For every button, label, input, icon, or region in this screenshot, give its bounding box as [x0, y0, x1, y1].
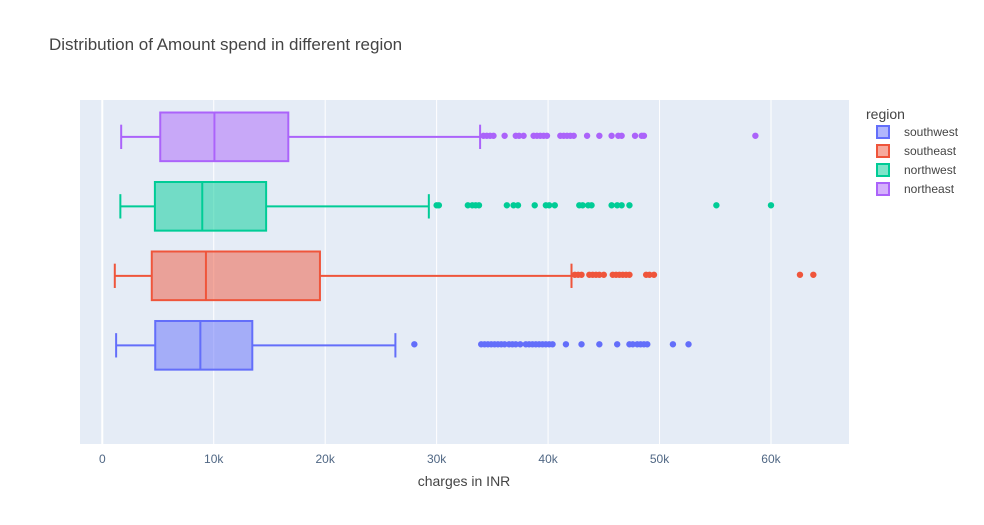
legend-item-northwest[interactable]: northwest: [876, 163, 957, 177]
x-tick-label: 60k: [761, 452, 781, 466]
outlier-point[interactable]: [435, 202, 443, 209]
outlier-point[interactable]: [767, 202, 775, 209]
outlier-point[interactable]: [626, 202, 633, 209]
outlier-point[interactable]: [640, 132, 648, 139]
legend-label: southeast: [904, 144, 957, 158]
x-axis-title: charges in INR: [418, 473, 511, 489]
outlier-point[interactable]: [543, 132, 551, 139]
x-tick-label: 20k: [316, 452, 336, 466]
outlier-point[interactable]: [579, 202, 586, 209]
outlier-point[interactable]: [562, 341, 570, 348]
outlier-point[interactable]: [631, 132, 639, 139]
outlier-point[interactable]: [618, 132, 625, 139]
x-axis-ticks: 0 10k 20k 30k 40k 50k 60k: [99, 452, 782, 466]
outlier-point[interactable]: [596, 271, 603, 278]
outlier-point[interactable]: [650, 271, 658, 278]
outlier-point[interactable]: [626, 271, 633, 278]
outlier-point[interactable]: [608, 132, 615, 139]
box-southeast[interactable]: [113, 250, 817, 302]
outlier-point[interactable]: [520, 132, 527, 139]
outlier-point[interactable]: [510, 202, 517, 209]
legend-item-southeast[interactable]: southeast: [876, 144, 957, 158]
outlier-point[interactable]: [475, 202, 483, 209]
legend-swatch: [876, 163, 890, 177]
outlier-point[interactable]: [583, 132, 591, 139]
legend-title: region: [866, 106, 905, 122]
outlier-point[interactable]: [464, 202, 472, 209]
legend-item-northeast[interactable]: northeast: [876, 182, 955, 196]
outlier-point[interactable]: [531, 202, 538, 209]
outlier-point[interactable]: [752, 132, 759, 139]
legend-swatch: [876, 182, 890, 196]
box-iqr[interactable]: [153, 181, 268, 232]
outlier-point[interactable]: [411, 341, 418, 348]
legend[interactable]: region southwest southeast northwest northe…: [866, 106, 959, 196]
outlier-point[interactable]: [685, 341, 692, 348]
outlier-point[interactable]: [646, 271, 653, 278]
box-traces: [113, 111, 817, 371]
legend-item-southwest[interactable]: southwest: [876, 125, 959, 139]
legend-swatch: [876, 125, 890, 139]
box-iqr[interactable]: [159, 111, 290, 163]
outlier-point[interactable]: [578, 341, 585, 348]
outlier-point[interactable]: [514, 202, 522, 209]
outlier-point[interactable]: [503, 202, 511, 209]
chart-title: Distribution of Amount spend in differen…: [49, 35, 402, 54]
outlier-point[interactable]: [713, 202, 720, 209]
outlier-point[interactable]: [501, 132, 508, 139]
x-tick-label: 50k: [650, 452, 670, 466]
outlier-point[interactable]: [810, 271, 817, 278]
box-iqr[interactable]: [154, 319, 254, 371]
box-southwest[interactable]: [115, 319, 692, 371]
outlier-point[interactable]: [515, 132, 523, 139]
outlier-point[interactable]: [551, 202, 558, 209]
outlier-point[interactable]: [578, 271, 585, 278]
outlier-point[interactable]: [490, 132, 497, 139]
outlier-point[interactable]: [546, 202, 553, 209]
outlier-point[interactable]: [512, 341, 519, 348]
outlier-point[interactable]: [629, 341, 636, 348]
x-tick-label: 10k: [204, 452, 224, 466]
outlier-point[interactable]: [796, 271, 804, 278]
outlier-point[interactable]: [517, 341, 524, 348]
x-tick-label: 30k: [427, 452, 447, 466]
outlier-point[interactable]: [644, 341, 651, 348]
outlier-point[interactable]: [600, 271, 608, 278]
box-northwest[interactable]: [119, 181, 775, 232]
x-tick-label: 40k: [538, 452, 558, 466]
outlier-point[interactable]: [669, 341, 677, 348]
outlier-point[interactable]: [608, 202, 615, 209]
outlier-point[interactable]: [501, 341, 508, 348]
x-tick-label: 0: [99, 452, 106, 466]
outlier-point[interactable]: [596, 341, 603, 348]
outlier-point[interactable]: [613, 202, 621, 209]
outlier-point[interactable]: [618, 202, 625, 209]
box-northeast[interactable]: [120, 111, 759, 163]
outlier-point[interactable]: [588, 202, 595, 209]
legend-label: northwest: [904, 163, 957, 177]
box-iqr[interactable]: [150, 250, 321, 302]
outlier-point[interactable]: [613, 341, 621, 348]
legend-label: northeast: [904, 182, 955, 196]
legend-label: southwest: [904, 125, 959, 139]
outlier-point[interactable]: [570, 132, 577, 139]
outlier-point[interactable]: [549, 341, 556, 348]
outlier-point[interactable]: [596, 132, 603, 139]
legend-swatch: [876, 144, 890, 158]
